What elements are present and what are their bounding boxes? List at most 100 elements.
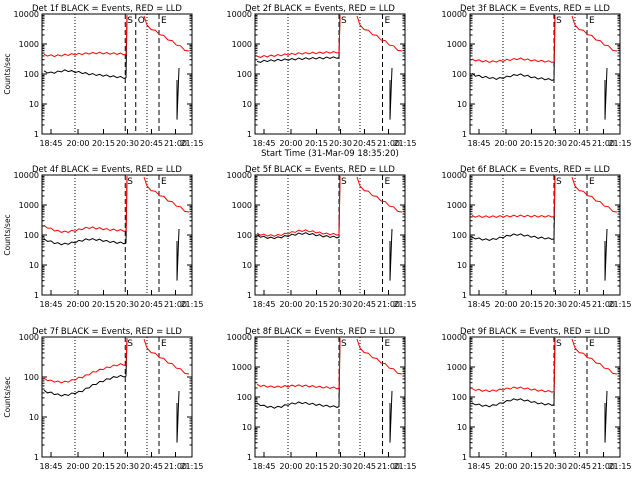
y-tick-label: 1 [34,130,39,139]
marker-label: E [161,177,167,187]
plot-panel: Det 3f BLACK = Events, RED = LLD 1 10 100 10… [442,4,632,148]
y-tick-label: 1 [462,130,467,139]
plot-panel: Det 8f BLACK = Events, RED = LLD 1 10 100 10… [227,327,417,471]
y-tick-label: 10 [29,100,39,109]
x-tick-label: 21:00 [377,462,400,471]
marker-label: E [385,16,391,26]
series-line [471,337,556,393]
series-line [256,337,341,390]
y-tick-label: 1000 [447,40,467,49]
plot-panel: Det 9f BLACK = Events, RED = LLD 1 10 100 10… [442,327,632,471]
y-tick-label: 100 [452,393,467,402]
marker-label: S [556,177,562,187]
x-tick-label: 20:00 [494,139,517,148]
x-tick-label: 20:30 [329,139,352,148]
x-tick-label: 21:15 [180,300,203,309]
plot-title: Det 4f BLACK = Events, RED = LLD [32,165,182,175]
y-tick-label: 1000 [447,363,467,372]
x-tick-label: 20:00 [494,462,517,471]
marker-label: S [127,339,133,349]
x-tick-label: 20:15 [305,139,328,148]
series-decay-line [143,176,190,213]
y-tick-label: 10 [242,100,252,109]
series-line [471,175,556,241]
x-tick-label: 20:30 [544,139,567,148]
y-tick-label: 10000 [442,171,467,180]
marker-label: S [341,177,347,187]
y-tick-label: 100 [237,231,252,240]
x-tick-label: 20:15 [520,300,543,309]
x-tick-label: 21:15 [608,462,631,471]
series-decay-line [604,67,608,120]
x-tick-label: 20:45 [568,139,591,148]
x-tick-label: 20:15 [520,462,543,471]
series-decay-line [176,67,180,120]
x-tick-label: 20:30 [544,300,567,309]
x-tick-label: 21:15 [393,462,416,471]
x-tick-label: 18:45 [39,139,62,148]
x-tick-label: 20:00 [66,462,89,471]
x-tick-label: 20:00 [279,139,302,148]
series-line [43,175,128,233]
x-tick-label: 20:30 [116,300,139,309]
x-tick-label: 20:15 [520,139,543,148]
series-decay-line [143,15,190,52]
y-axis-label: Counts/sec [3,376,12,417]
x-tick-label: 20:45 [568,300,591,309]
y-tick-label: 10000 [442,10,467,19]
series-line [471,337,556,408]
marker-label: E [385,177,391,187]
y-tick-label: 10000 [14,10,39,19]
x-tick-label: 20:45 [353,462,376,471]
y-tick-label: 100 [452,70,467,79]
x-axis-label: Start Time (31-Mar-09 18:35:20) [261,149,399,159]
x-tick-label: 21:00 [164,300,187,309]
series-line [471,175,556,218]
marker-label: E [385,339,391,349]
x-tick-label: 20:45 [140,462,163,471]
x-tick-label: 21:15 [180,462,203,471]
y-tick-label: 1 [34,453,39,462]
x-tick-label: 18:45 [39,462,62,471]
x-tick-label: 20:45 [568,462,591,471]
y-tick-label: 1000 [232,201,252,210]
series-decay-line [389,390,393,443]
y-tick-label: 100 [24,70,39,79]
plot-panel: Det 7f BLACK = Events, RED = LLD 1 10 100 10… [3,327,204,471]
marker-label: S [341,16,347,26]
y-tick-label: 1 [247,291,252,300]
y-tick-label: 1000 [232,363,252,372]
plot-frame [41,13,193,135]
plot-panel: Det 4f BLACK = Events, RED = LLD 1 10 100 10… [3,165,204,309]
series-decay-line [356,338,403,375]
x-tick-label: 20:00 [66,139,89,148]
x-tick-label: 20:45 [140,300,163,309]
marker-label: S [341,339,347,349]
x-tick-label: 18:45 [39,300,62,309]
x-tick-label: 20:00 [66,300,89,309]
plot-title: Det 5f BLACK = Events, RED = LLD [245,165,395,175]
plot-title: Det 3f BLACK = Events, RED = LLD [460,4,610,14]
series-line [256,14,341,63]
y-tick-label: 10 [457,423,467,432]
y-tick-label: 100 [237,393,252,402]
x-tick-label: 20:00 [279,462,302,471]
series-decay-line [571,176,618,213]
x-tick-label: 20:00 [494,300,517,309]
series-line [43,14,128,58]
x-tick-label: 20:15 [92,462,115,471]
x-tick-label: 20:15 [305,462,328,471]
plot-title: Det 7f BLACK = Events, RED = LLD [32,327,182,337]
series-line [256,175,341,240]
y-tick-label: 10 [457,261,467,270]
x-tick-label: 20:15 [92,139,115,148]
y-tick-label: 1000 [19,40,39,49]
y-tick-label: 10 [29,413,39,422]
y-tick-label: 1 [462,453,467,462]
marker-label: S [556,339,562,349]
plot-title: Det 1f BLACK = Events, RED = LLD [32,4,182,14]
series-decay-line [604,390,608,443]
series-decay-line [389,67,393,120]
plot-title: Det 2f BLACK = Events, RED = LLD [245,4,395,14]
x-tick-label: 18:45 [467,139,490,148]
